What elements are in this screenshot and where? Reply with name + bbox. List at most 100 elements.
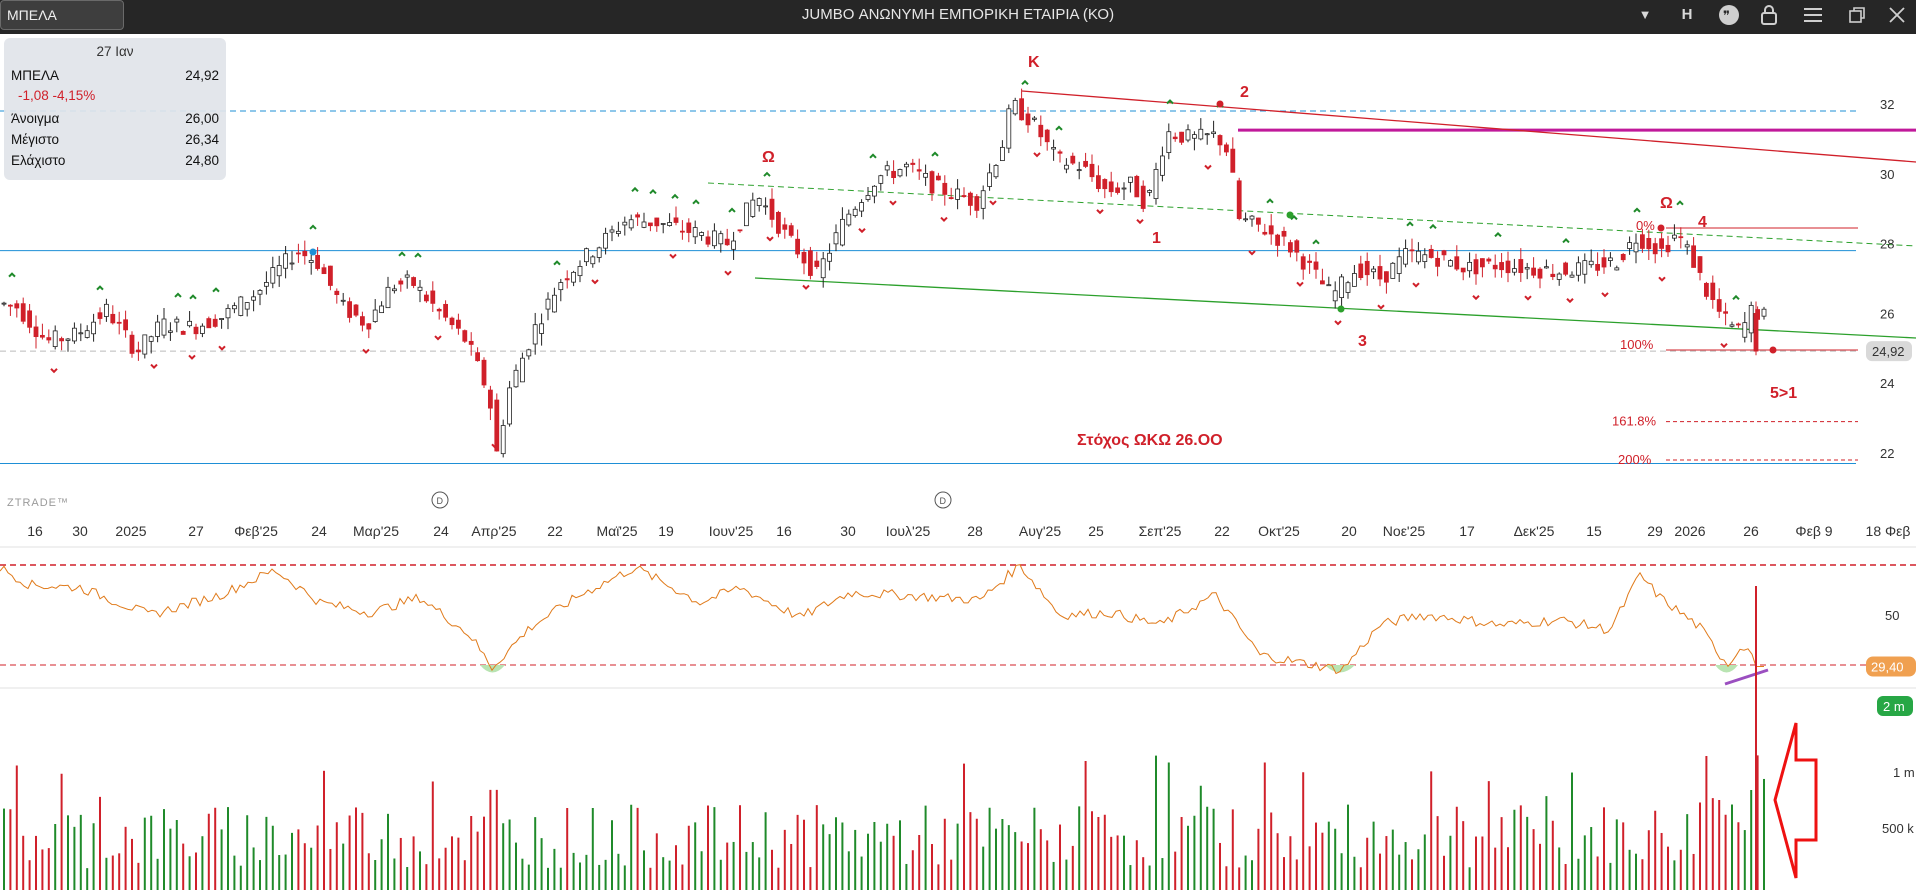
candle-body xyxy=(1083,160,1088,167)
candle-body xyxy=(513,369,519,388)
candle-body xyxy=(673,217,679,223)
candle-body xyxy=(1505,260,1511,274)
candle-body xyxy=(1051,147,1056,150)
candle-body xyxy=(1665,244,1671,253)
time-tick-label: Φεβ'25 xyxy=(234,523,278,539)
candle-body xyxy=(263,282,269,287)
time-tick-label: Φεβ 9 xyxy=(1795,523,1832,539)
candle-body xyxy=(1217,135,1223,146)
fractal-up-icon xyxy=(309,224,317,230)
candle-body xyxy=(289,262,295,265)
candle-body xyxy=(603,232,608,249)
candle-body xyxy=(705,236,711,245)
marker-dot xyxy=(1337,305,1345,313)
restore-icon[interactable] xyxy=(1840,0,1874,30)
fractal-up-icon xyxy=(869,153,877,159)
candle-body xyxy=(206,318,212,329)
fractal-up-icon xyxy=(398,251,406,257)
candle-body xyxy=(1076,169,1082,172)
info-open-value: 26,00 xyxy=(185,111,219,126)
candle-body xyxy=(1070,155,1076,164)
chart-area[interactable]: 0% 100% 161.8% 200% K Ω Ω 1 2 3 4 5>1 Στόχος ΩΚΩ 26… xyxy=(0,34,1916,890)
fractal-down-icon xyxy=(591,279,599,285)
fractal-down-icon xyxy=(1033,152,1041,158)
fractal-up-icon xyxy=(174,292,182,298)
chat-icon[interactable]: ❞ xyxy=(1712,0,1746,30)
candle-body xyxy=(1608,257,1613,261)
candle-body xyxy=(1588,260,1594,266)
fib-level-label: 0% xyxy=(1636,218,1655,233)
candle-body xyxy=(1492,264,1498,270)
rsi-value-box xyxy=(1866,656,1916,677)
target-annotation: Στόχος ΩΚΩ 26.ΟΟ xyxy=(1077,432,1223,449)
candle-body xyxy=(904,163,909,168)
info-low-label: Ελάχιστο xyxy=(11,153,66,168)
ohlc-info-panel: 27 Ιαν ΜΠΕΛΑ 24,92 -1,08 -4,15% Άνοιγμα … xyxy=(4,38,226,180)
candle-body xyxy=(552,294,557,313)
fib-levels: 0% 100% 161.8% 200% xyxy=(1612,218,1858,467)
candle-body xyxy=(776,211,781,234)
candle-body xyxy=(712,230,717,247)
candle-body xyxy=(97,312,103,319)
candle-body xyxy=(1556,273,1562,280)
candle-body xyxy=(1128,176,1133,183)
candle-body xyxy=(571,271,576,283)
candle-body xyxy=(1480,258,1485,268)
candle-body xyxy=(910,162,916,165)
fractal-down-icon xyxy=(1136,218,1144,225)
candle-body xyxy=(1659,238,1664,249)
candle-body xyxy=(616,230,621,234)
candle-body xyxy=(795,238,800,255)
candle-body xyxy=(1697,256,1703,273)
candle-body xyxy=(1352,273,1357,287)
time-tick-label: Μαρ'25 xyxy=(353,523,399,539)
candle-body xyxy=(769,198,775,220)
channel-upper-line xyxy=(707,182,1916,247)
candle-body xyxy=(1115,187,1120,193)
time-tick-label: 30 xyxy=(840,523,856,539)
marker-dot xyxy=(1286,211,1294,219)
candle-body xyxy=(199,325,205,334)
candle-body xyxy=(1006,108,1012,149)
fractal-down-icon xyxy=(669,253,677,259)
candle-body xyxy=(1326,284,1332,287)
candle-body xyxy=(1460,267,1466,273)
info-symbol-row: ΜΠΕΛΑ 24,92 xyxy=(11,68,219,88)
candle-body xyxy=(1377,266,1383,280)
candle-body xyxy=(635,214,640,218)
candle-body xyxy=(1204,133,1210,136)
price-tick-label: 30 xyxy=(1880,167,1894,182)
candle-body xyxy=(391,288,397,292)
candle-body xyxy=(276,265,282,277)
time-tick-label: Ιουλ'25 xyxy=(886,523,931,539)
candle-body xyxy=(1473,259,1479,275)
time-axis[interactable]: 16 30 2025 27 Φεβ'25 24 Μαρ'25 24 Απρ'25 22 Μαϊ'25… xyxy=(27,523,1910,539)
candle-body xyxy=(1684,244,1690,248)
candle-body xyxy=(1019,98,1024,121)
chevron-down-icon[interactable]: ▼ xyxy=(1638,7,1652,22)
fractal-up-icon xyxy=(553,260,561,266)
candle-body xyxy=(1691,245,1696,268)
candle-body xyxy=(436,308,442,312)
candle-body xyxy=(430,290,436,304)
fractal-up-icon xyxy=(1676,200,1684,206)
candle-body xyxy=(1089,163,1095,178)
candle-body xyxy=(872,185,877,197)
menu-icon[interactable] xyxy=(1796,0,1830,30)
candle-body xyxy=(308,260,314,263)
symbol-tab[interactable]: ΜΠΕΛΑ xyxy=(0,0,124,30)
candle-body xyxy=(532,324,538,345)
candle-body xyxy=(1153,169,1159,200)
fractal-down-icon xyxy=(802,284,810,290)
lock-icon[interactable] xyxy=(1752,0,1786,30)
close-icon[interactable] xyxy=(1880,0,1914,30)
candle-body xyxy=(1646,238,1652,250)
fractal-up-icon xyxy=(1633,207,1641,213)
candle-body xyxy=(545,298,551,310)
title-bar: ΜΠΕΛΑ JUMBO ΑΝΩΝΥΜΗ ΕΜΠΟΡΙΚΗ ΕΤΑΙΡΙΑ (ΚΟ… xyxy=(0,0,1916,34)
chart-background xyxy=(0,34,1916,890)
candle-body xyxy=(1550,273,1556,278)
candle-body xyxy=(1652,243,1658,255)
interval-button[interactable]: H xyxy=(1681,6,1693,23)
candle-body xyxy=(1729,324,1735,327)
